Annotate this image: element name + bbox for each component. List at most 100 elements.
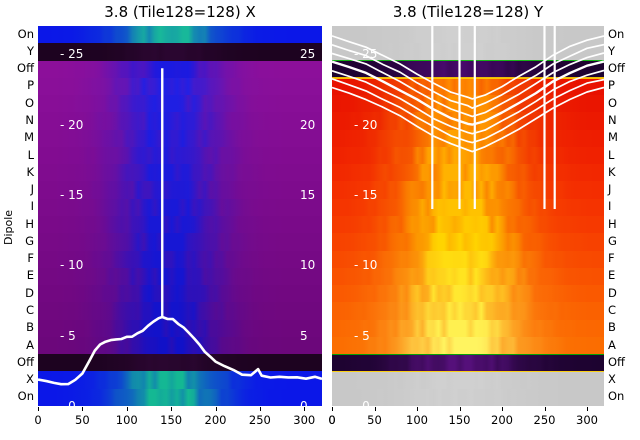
category-label-right-e-14: E	[608, 268, 616, 283]
x-tick	[587, 407, 588, 411]
category-label-left-p-3: P	[27, 78, 34, 93]
x-tick	[126, 407, 128, 411]
category-label-left-e-14: E	[26, 268, 34, 283]
inner-ytick-label-right: 0	[300, 399, 308, 406]
heat-band-c-16	[332, 302, 604, 321]
category-label-right-o-4: O	[608, 95, 618, 110]
band-separator-line	[332, 60, 604, 62]
category-label-right-b-17: B	[608, 320, 616, 335]
x-tick-label: 300	[293, 413, 316, 427]
x-tick	[332, 407, 333, 411]
category-label-left-m-6: M	[24, 130, 34, 145]
inner-ytick-label: - 0	[60, 399, 76, 406]
category-label-left-on-0: On	[17, 26, 34, 41]
trace-overlay	[332, 26, 604, 209]
heat-band-g-12	[38, 233, 322, 252]
heat-band-h-11	[332, 216, 604, 234]
heat-band-g-12	[332, 233, 604, 252]
inner-ytick-label: - 20	[354, 117, 378, 132]
heat-band-b-17	[38, 319, 322, 338]
category-label-left-l-7: L	[27, 147, 34, 162]
heat-band-d-15	[38, 285, 322, 303]
panel-y-plot[interactable]: - 25 - 20 - 15 - 10 - 5 - 0	[332, 26, 604, 406]
category-label-left-off-2: Off	[17, 61, 34, 76]
trace-line	[332, 60, 604, 126]
category-label-left-a-18: A	[26, 337, 34, 352]
x-tick-label: 150	[448, 413, 471, 427]
category-label-left-k-8: K	[26, 164, 34, 179]
heat-band-i-10	[38, 198, 322, 217]
x-tick-label: 100	[115, 413, 138, 427]
panel-x-title: 3.8 (Tile128=128) X	[104, 3, 256, 21]
inner-ytick-label: - 5	[354, 328, 370, 343]
heat-band-p-3	[38, 77, 322, 96]
category-label-right-l-7: L	[608, 147, 615, 162]
category-label-left-on-21: On	[17, 389, 34, 404]
heat-band-o-4	[38, 95, 322, 113]
heat-band-l-7	[38, 146, 322, 165]
x-tick	[38, 407, 39, 411]
inner-ytick-label: - 0	[354, 399, 370, 406]
band-separator-line	[332, 77, 604, 79]
y-axis-label: Dipole	[2, 209, 15, 245]
category-label-right-p-3: P	[608, 78, 615, 93]
category-label-left-f-13: F	[27, 251, 34, 266]
category-label-right-c-16: C	[608, 303, 617, 317]
heat-band-on-0	[38, 26, 322, 44]
x-tick-label: 300	[576, 413, 598, 427]
heat-band-f-13	[332, 250, 604, 269]
x-tick-label: 0	[328, 413, 336, 427]
x-tick-label: 150	[160, 413, 183, 427]
heat-band-y-1	[38, 43, 322, 62]
category-label-left-b-17: B	[26, 320, 34, 335]
category-label-right-d-15: D	[608, 285, 617, 300]
x-tick-label: 0	[34, 413, 42, 427]
heat-band-n-5	[332, 112, 604, 131]
x-tick-label: 200	[204, 413, 227, 427]
heat-band-f-13	[38, 250, 322, 269]
trace-line	[332, 69, 604, 135]
category-label-right-x-20: X	[608, 372, 616, 387]
category-label-left-j-9: J	[30, 182, 34, 197]
heat-band-k-8	[38, 164, 322, 183]
heat-band-h-11	[38, 216, 322, 234]
heat-band-j-9	[332, 181, 604, 200]
category-label-right-off-2: Off	[608, 61, 625, 76]
trace-line	[38, 315, 322, 386]
x-axis-left: 0 50 100 150 200 250 300 0	[34, 407, 336, 437]
category-label-right-m-6: M	[608, 130, 618, 145]
heat-band-o-4	[332, 95, 604, 113]
heat-band-off-2	[332, 60, 604, 79]
heat-band-y-1	[332, 43, 604, 62]
heat-band-d-15	[332, 285, 604, 303]
heat-band-a-18	[332, 336, 604, 355]
category-label-left-i-10: I	[30, 199, 34, 214]
category-label-left-h-11: H	[25, 216, 34, 231]
heat-band-off-19	[332, 354, 604, 373]
category-label-left-off-19: Off	[17, 354, 34, 369]
category-label-right-g-12: G	[608, 233, 617, 248]
category-label-left-d-15: D	[25, 285, 34, 300]
heat-band-e-14	[332, 267, 604, 286]
category-label-right-on-0: On	[608, 26, 625, 41]
category-label-left-y-1: Y	[26, 43, 34, 58]
panel-x-plot[interactable]: - 25 25 - 20 20 - 15 15 - 10 10 - 5 5 - 0 0	[38, 26, 322, 406]
inner-ytick-label: - 25	[60, 47, 84, 62]
x-axis-right: 0 50 100 150 200 250 300	[328, 407, 604, 437]
heat-band-i-10	[332, 198, 604, 217]
heat-band-m-6	[38, 129, 322, 148]
x-tick	[459, 407, 461, 411]
heat-band-x-20	[332, 371, 604, 390]
category-label-left-c-16: C	[25, 303, 34, 317]
trace-line	[332, 35, 604, 100]
panel-y-title: 3.8 (Tile128=128) Y	[392, 3, 544, 21]
x-tick-label: 50	[75, 413, 90, 427]
heat-band-b-17	[332, 319, 604, 338]
heat-band-m-6	[332, 129, 604, 148]
trace-overlay	[38, 68, 322, 386]
band-separator-line	[332, 353, 604, 355]
x-tick	[82, 407, 84, 411]
heat-band-on-21	[332, 388, 604, 406]
inner-ytick-label: - 10	[60, 258, 84, 273]
heat-band-k-8	[332, 164, 604, 183]
